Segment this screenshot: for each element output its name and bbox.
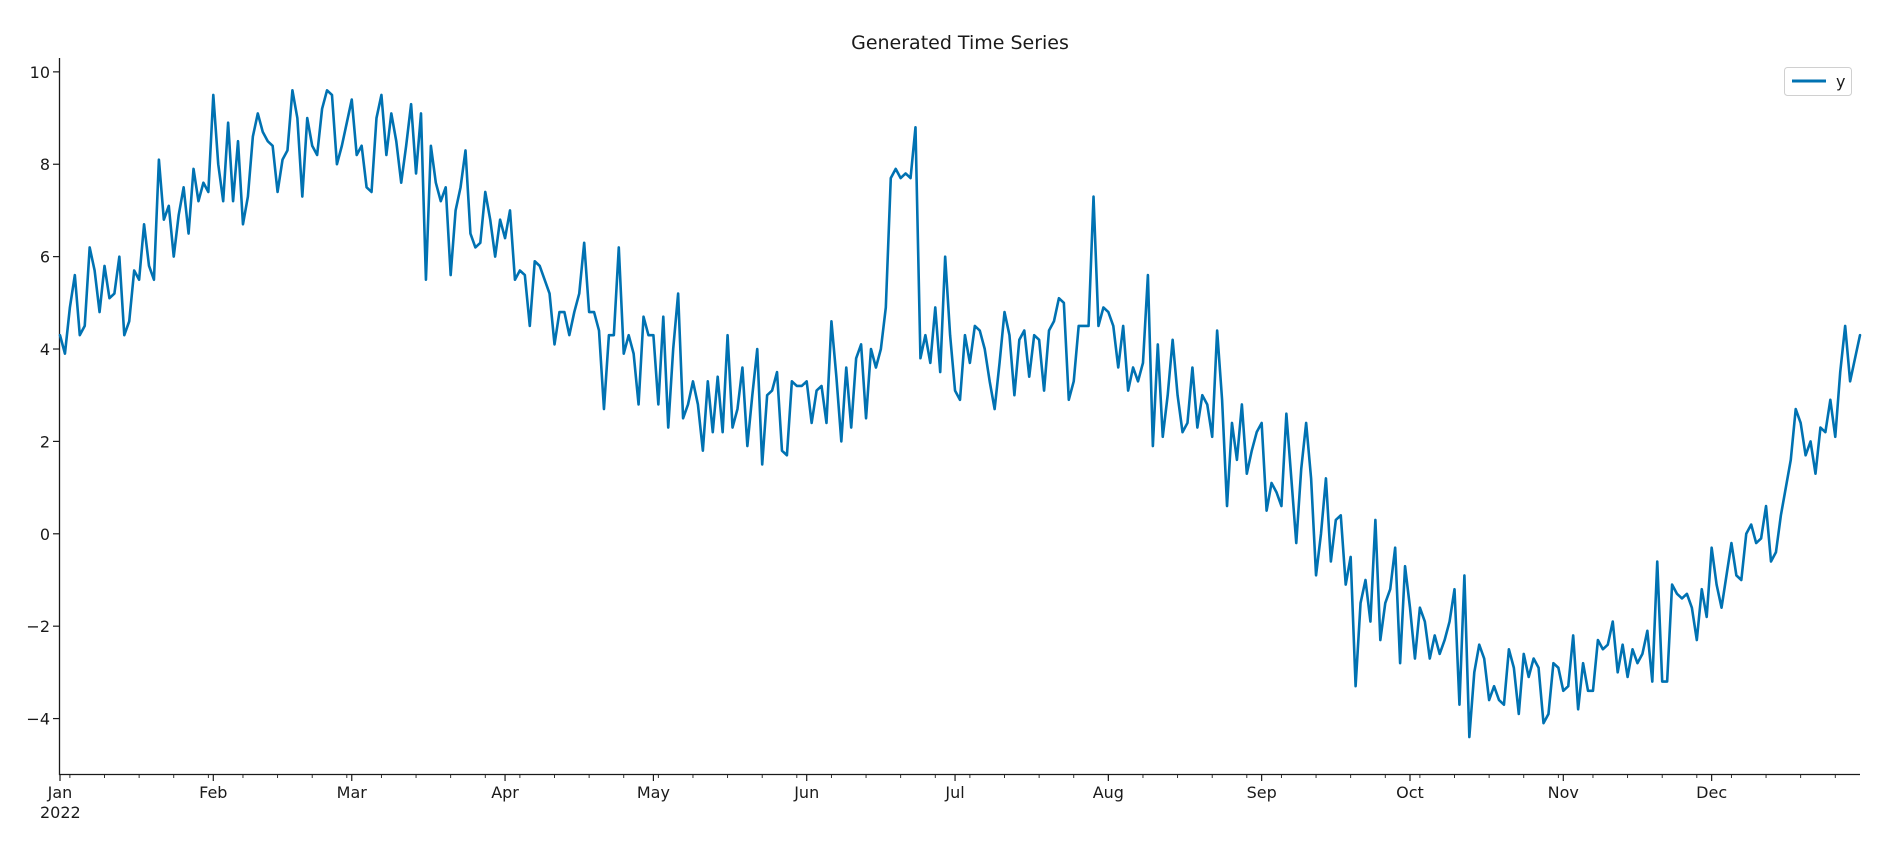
y-tick-label: 2 bbox=[40, 432, 50, 451]
y-axis-ticks: −4 −2 0 2 4 6 8 10 bbox=[26, 63, 60, 729]
x-tick-label: Mar bbox=[337, 783, 368, 802]
y-tick-label: 8 bbox=[40, 155, 50, 174]
x-tick-label: Aug bbox=[1093, 783, 1124, 802]
x-tick-label: Jun bbox=[793, 783, 819, 802]
y-tick-label: 6 bbox=[40, 248, 50, 267]
y-tick-label: 4 bbox=[40, 340, 50, 359]
x-tick-label: Jul bbox=[944, 783, 964, 802]
y-tick-label: 0 bbox=[40, 525, 50, 544]
series-line-y bbox=[58, 89, 1862, 739]
chart-title: Generated Time Series bbox=[851, 32, 1069, 54]
legend-label-y: y bbox=[1836, 72, 1845, 91]
x-tick-label: Apr bbox=[491, 783, 519, 802]
x-tick-label: Oct bbox=[1396, 783, 1424, 802]
x-tick-label: May bbox=[637, 783, 670, 802]
x-tick-label: Feb bbox=[199, 783, 227, 802]
plot-area: −4 −2 0 2 4 6 8 10 Jan Feb Mar Apr May Jun Jul Aug Sep O… bbox=[26, 58, 1862, 802]
y-tick-label: −4 bbox=[26, 710, 50, 729]
x-axis-year-label: 2022 bbox=[40, 803, 81, 822]
y-tick-label: 10 bbox=[30, 63, 50, 82]
x-tick-label: Sep bbox=[1247, 783, 1277, 802]
x-axis-ticks: Jan Feb Mar Apr May Jun Jul Aug Sep Oct Nov Dec bbox=[47, 774, 1836, 802]
legend: y bbox=[1784, 67, 1852, 96]
y-tick-label: −2 bbox=[26, 617, 50, 636]
x-tick-label: Jan bbox=[47, 783, 73, 802]
x-tick-label: Nov bbox=[1548, 783, 1579, 802]
series-group bbox=[58, 89, 1862, 739]
x-tick-label: Dec bbox=[1696, 783, 1727, 802]
